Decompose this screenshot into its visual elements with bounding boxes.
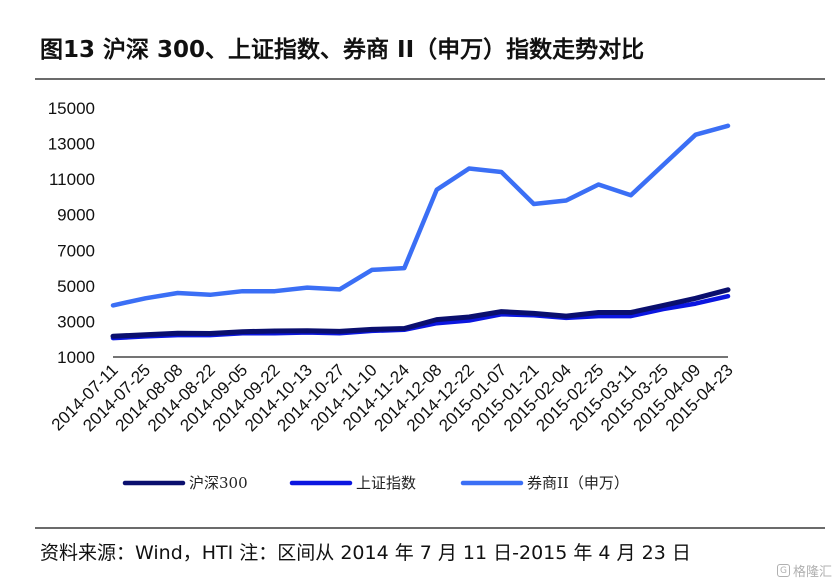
y-tick-label: 15000 <box>48 99 95 118</box>
data-point <box>662 163 665 167</box>
data-point <box>370 328 374 331</box>
data-point <box>467 167 471 170</box>
data-point <box>532 312 535 315</box>
y-axis: 1000 3000 5000 7000 9000 11000 13000 15000 <box>48 99 95 367</box>
data-point <box>435 322 438 325</box>
y-tick-label: 13000 <box>48 135 95 154</box>
data-point <box>629 194 633 197</box>
watermark-logo-icon: G <box>776 564 790 577</box>
data-point <box>726 288 730 291</box>
data-point <box>694 133 697 136</box>
data-point <box>176 291 179 295</box>
data-point <box>565 314 568 318</box>
y-tick-label: 3000 <box>57 312 95 331</box>
data-point <box>726 295 730 298</box>
data-point <box>208 293 212 296</box>
data-point <box>241 330 244 333</box>
watermark-text: 格隆汇 <box>792 565 832 580</box>
data-point <box>403 327 406 330</box>
data-point <box>467 315 471 319</box>
x-axis: 2014-07-112014-07-252014-08-082014-08-22… <box>48 356 737 435</box>
data-point <box>306 286 309 289</box>
data-point <box>726 124 730 128</box>
data-point <box>144 333 147 336</box>
data-point <box>565 199 568 202</box>
source-note: 资料来源：Wind，HTI 注：区间从 2014 年 7 月 11 日-2015… <box>40 542 691 564</box>
data-point <box>370 268 374 272</box>
data-point <box>338 288 341 291</box>
data-point <box>500 310 503 313</box>
data-point <box>241 290 244 293</box>
data-point <box>694 297 697 300</box>
data-point <box>500 170 503 174</box>
data-point <box>111 335 115 338</box>
data-point <box>338 330 341 333</box>
data-point <box>273 329 276 333</box>
data-point <box>435 188 438 191</box>
series-line-1 <box>110 287 731 339</box>
data-point <box>629 314 633 318</box>
data-point <box>176 332 179 335</box>
data-point <box>597 311 600 314</box>
data-point <box>208 332 212 335</box>
legend-label: 券商II（申万） <box>527 474 629 492</box>
watermark: G 格隆汇 <box>776 561 832 580</box>
y-tick-label: 9000 <box>57 206 95 225</box>
legend: 沪深300 上证指数 券商II（申万） <box>122 474 629 492</box>
data-point <box>435 318 438 321</box>
data-point <box>694 302 697 305</box>
bottom-rule <box>35 527 825 529</box>
data-point <box>597 314 600 318</box>
data-point <box>273 290 276 293</box>
legend-label: 沪深300 <box>189 474 248 492</box>
data-point <box>467 319 471 322</box>
data-point <box>144 297 147 300</box>
data-point <box>306 329 309 332</box>
data-point <box>111 304 115 307</box>
figure-title: 图13 沪深 300、上证指数、券商 II（申万）指数走势对比 <box>40 37 645 63</box>
data-point <box>532 202 535 206</box>
data-point <box>662 304 665 307</box>
data-point <box>662 307 665 311</box>
y-tick-label: 11000 <box>49 170 95 189</box>
data-point <box>629 311 633 314</box>
data-point <box>403 266 406 270</box>
legend-label: 上证指数 <box>356 474 416 492</box>
y-tick-label: 1000 <box>57 348 95 367</box>
series-lines <box>110 123 731 341</box>
y-tick-label: 5000 <box>57 277 95 296</box>
top-rule <box>35 78 825 80</box>
y-tick-label: 7000 <box>57 241 95 260</box>
series-line-3 <box>110 123 731 308</box>
data-point <box>597 183 600 186</box>
